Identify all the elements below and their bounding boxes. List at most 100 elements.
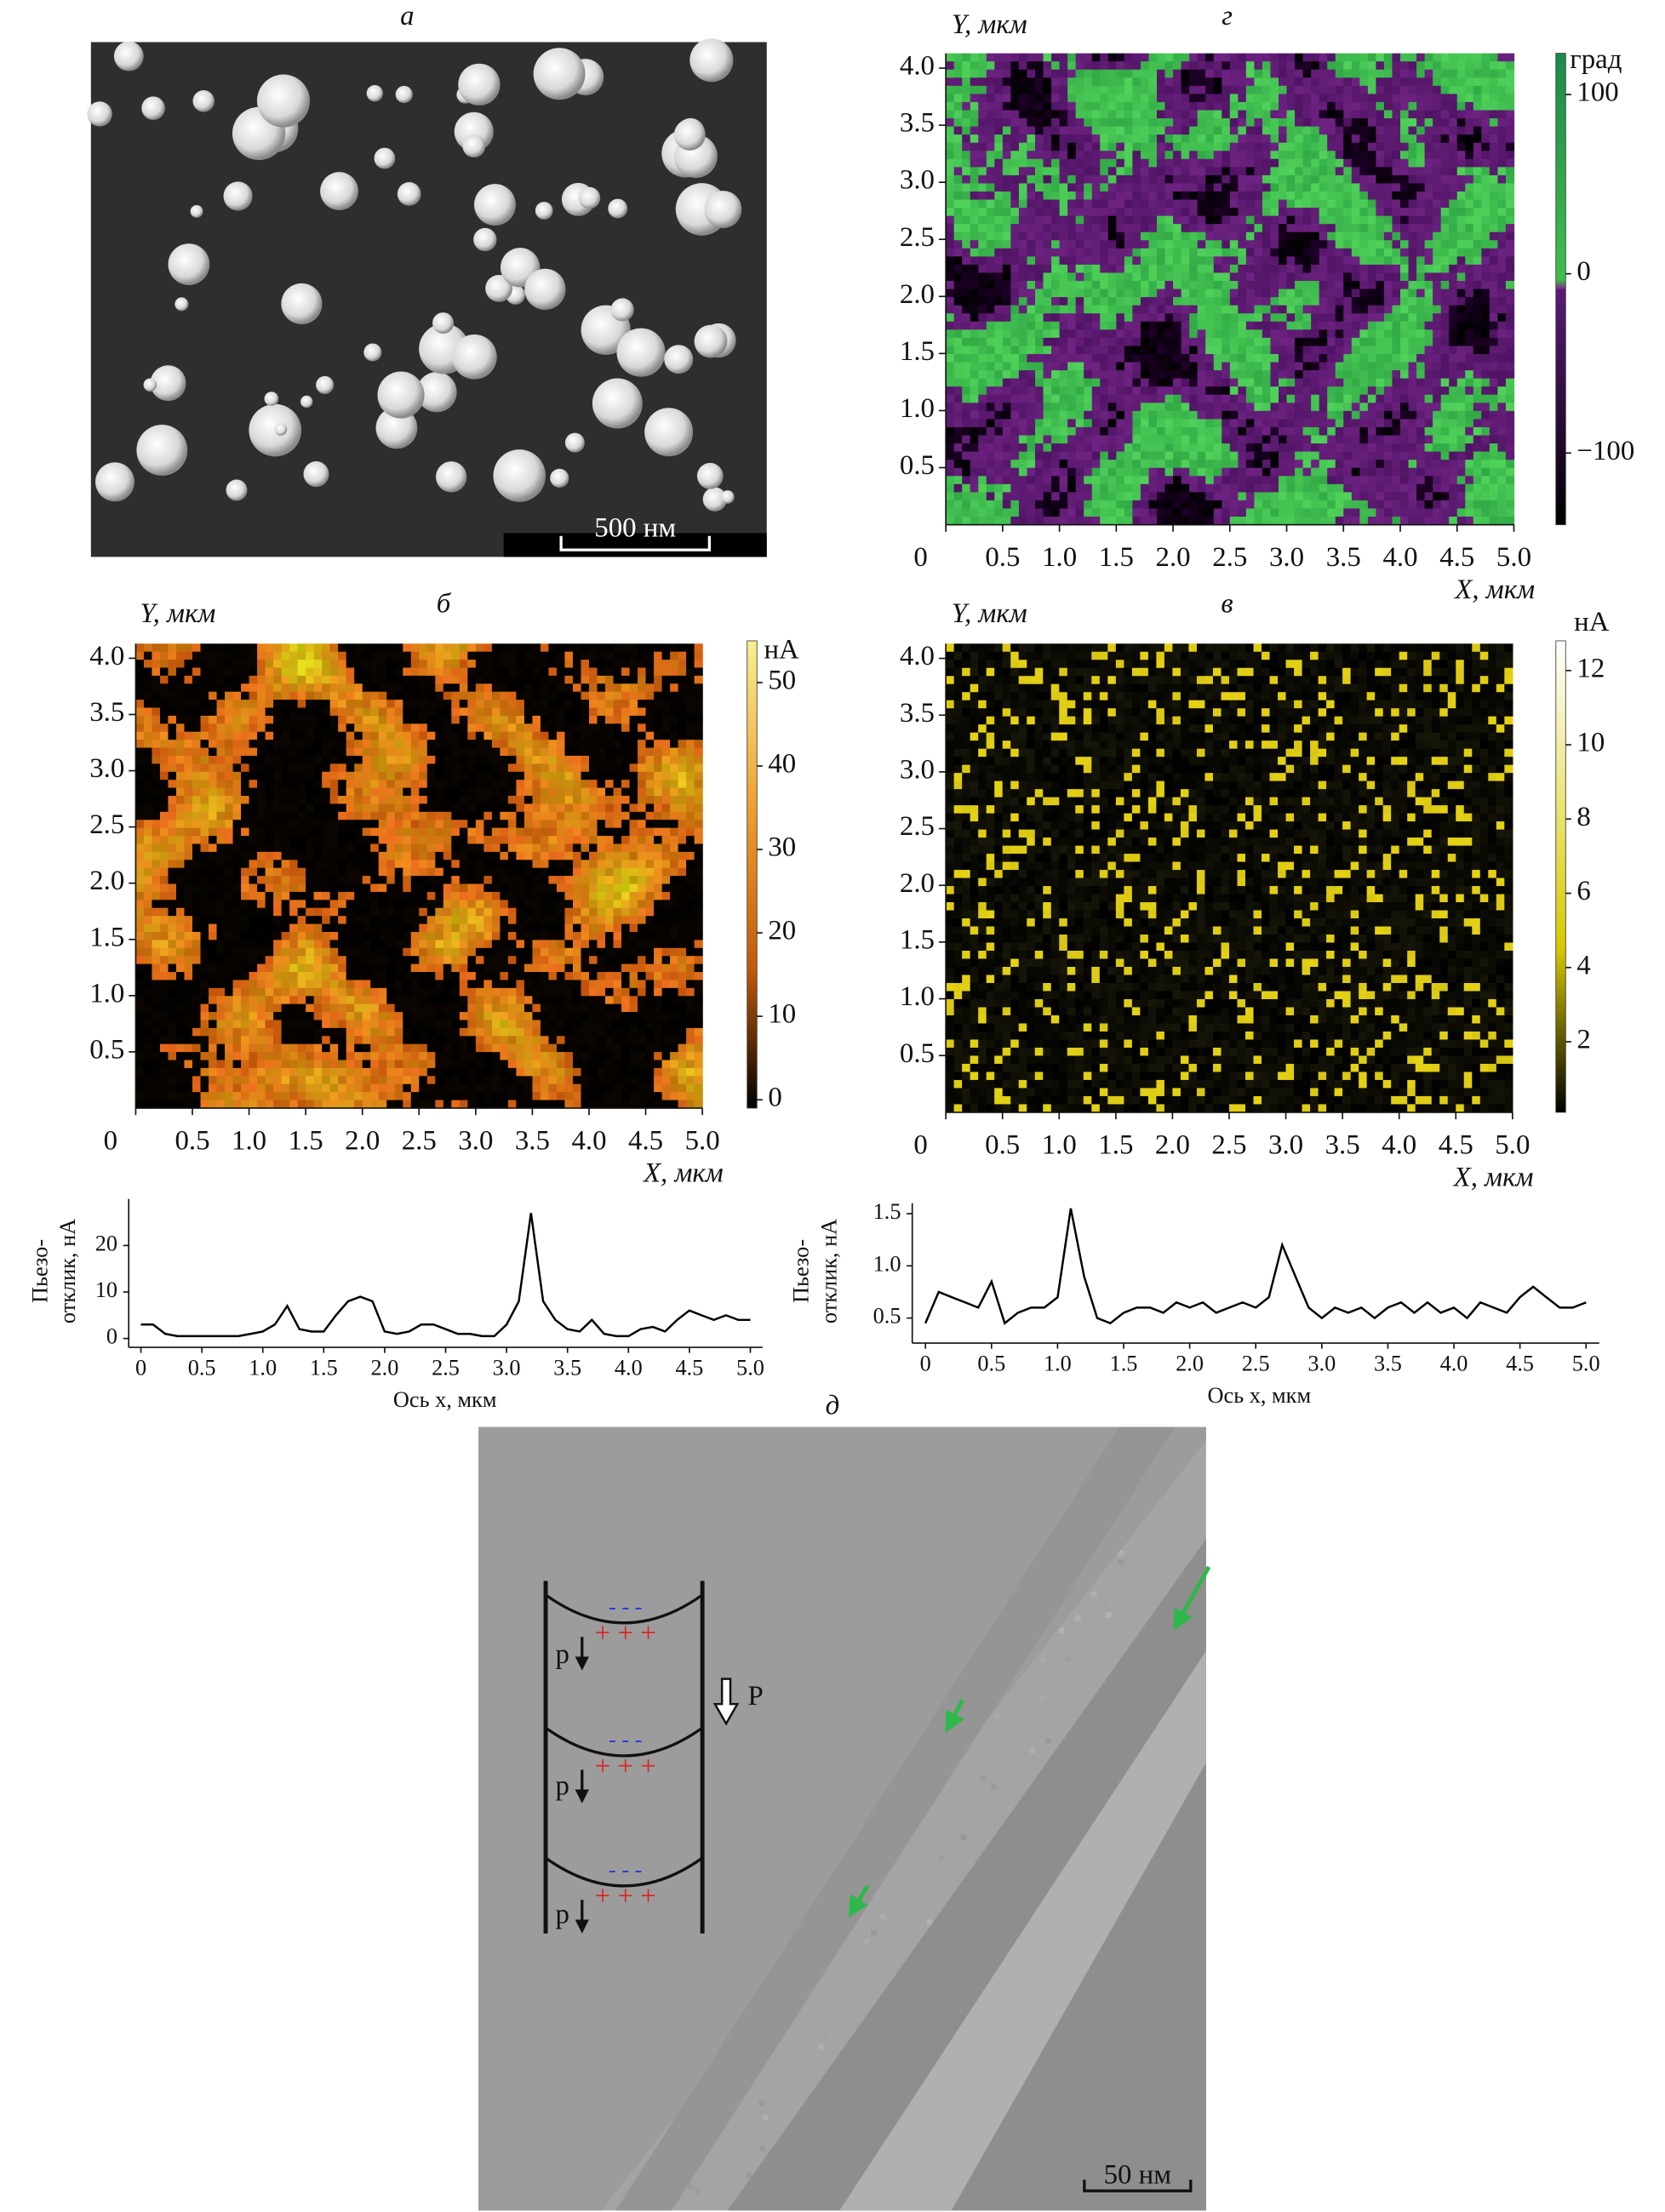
pixel <box>1335 362 1344 371</box>
pixel <box>1295 337 1304 347</box>
pixel <box>175 755 186 765</box>
pixel <box>1400 476 1410 485</box>
pixel <box>1367 370 1377 380</box>
pixel <box>175 1043 186 1053</box>
pixel <box>1084 215 1093 225</box>
pixel <box>1245 289 1256 298</box>
pixel <box>1157 476 1166 485</box>
pixel <box>994 191 1004 201</box>
pixel <box>970 378 979 387</box>
grain <box>1029 1747 1036 1754</box>
pixel <box>1367 362 1377 371</box>
pixel <box>1319 134 1328 144</box>
pixel <box>1335 272 1344 282</box>
pixel <box>1279 53 1288 62</box>
pixel <box>1311 240 1320 249</box>
pixel <box>1075 151 1084 160</box>
pixel <box>1473 158 1483 168</box>
pixel <box>1100 151 1109 160</box>
pixel <box>1262 321 1272 330</box>
pixel <box>1173 467 1182 477</box>
pixel <box>1059 500 1068 510</box>
pixel <box>143 1012 153 1021</box>
pixel <box>1157 281 1166 290</box>
pixel <box>1148 248 1158 258</box>
pixel <box>1051 289 1061 298</box>
pixel <box>1164 426 1174 437</box>
pixel <box>1505 403 1515 412</box>
pixel <box>1497 224 1507 233</box>
pixel <box>1433 199 1442 209</box>
pixel <box>143 956 153 965</box>
pixel <box>1279 410 1288 420</box>
pixel <box>1075 483 1084 493</box>
pixel <box>1197 403 1206 412</box>
pixel <box>994 281 1004 290</box>
pixel <box>1157 378 1166 387</box>
pixel <box>1270 321 1279 330</box>
pixel <box>1505 426 1515 437</box>
pixel <box>1116 69 1125 78</box>
pixel <box>1359 386 1369 396</box>
pixel <box>1327 346 1336 355</box>
pixel <box>1181 386 1190 396</box>
pixel <box>1473 297 1483 306</box>
pixel <box>1132 256 1141 266</box>
pixel <box>946 240 955 249</box>
pixel <box>1311 281 1320 290</box>
pixel <box>1335 492 1344 501</box>
pixel <box>986 248 995 258</box>
pixel <box>1383 329 1393 339</box>
pixel <box>1173 134 1182 144</box>
pixel <box>1456 362 1466 371</box>
pixel <box>1084 281 1093 290</box>
pixel <box>175 980 186 989</box>
pixel <box>1286 142 1296 151</box>
pixel <box>1002 199 1012 209</box>
pixel <box>1497 256 1507 266</box>
pixel <box>1359 69 1369 78</box>
pixel <box>1018 77 1028 87</box>
pixel <box>1124 516 1134 526</box>
pixel <box>1197 167 1206 176</box>
pixel <box>1148 151 1158 160</box>
pixel <box>1400 403 1410 412</box>
pixel <box>1132 297 1141 306</box>
pixel <box>1116 183 1125 192</box>
pixel <box>1376 492 1385 501</box>
grain <box>1084 1687 1091 1694</box>
particle <box>303 461 329 488</box>
pixel <box>1051 224 1061 233</box>
pixel <box>1148 240 1158 249</box>
pixel <box>1213 353 1222 363</box>
pixel <box>1222 183 1231 192</box>
pixel <box>1302 101 1312 111</box>
pixel <box>1245 151 1256 160</box>
pixel <box>1229 281 1239 290</box>
pixel <box>1456 297 1466 306</box>
pixel <box>986 199 995 209</box>
pixel <box>1367 386 1377 396</box>
pixel <box>970 151 979 160</box>
pixel <box>1433 248 1442 258</box>
pixel <box>1213 346 1222 355</box>
pixel <box>175 1020 186 1029</box>
pixel <box>1107 240 1117 249</box>
pixel <box>168 867 177 877</box>
pixel <box>1245 313 1256 323</box>
pixel <box>1189 500 1199 510</box>
pixel <box>1229 61 1239 71</box>
pixel <box>1302 492 1312 501</box>
pixel <box>1408 248 1417 258</box>
pixel <box>1002 191 1012 201</box>
pixel <box>1295 476 1304 485</box>
pixel <box>1002 264 1012 274</box>
pixel <box>1456 419 1466 428</box>
pixel <box>953 394 963 403</box>
pixel <box>1270 264 1279 274</box>
pixel <box>1465 158 1474 168</box>
pixel <box>1059 419 1068 428</box>
pixel <box>953 94 963 103</box>
pixel <box>1456 410 1466 420</box>
pixel <box>159 811 169 820</box>
